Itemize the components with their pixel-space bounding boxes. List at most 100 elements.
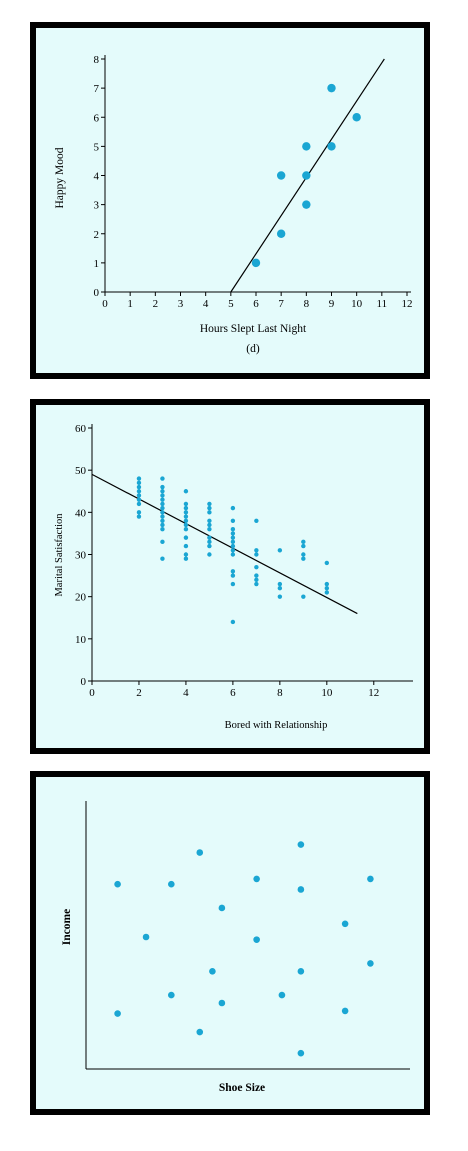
data-point (254, 564, 259, 570)
x-tick-label: 0 (89, 687, 95, 699)
x-tick-label: 6 (230, 687, 236, 699)
y-tick-label: 20 (75, 592, 87, 604)
y-tick-label: 1 (94, 258, 100, 270)
data-point (160, 539, 165, 545)
y-axis-title: Happy Mood (54, 147, 66, 208)
data-point (136, 493, 142, 498)
y-tick-label: 30 (75, 550, 87, 562)
data-point (183, 535, 189, 540)
data-point (301, 594, 306, 599)
data-point (183, 522, 189, 528)
data-point (207, 505, 212, 511)
data-point (297, 968, 305, 975)
data-point (160, 497, 165, 502)
data-point (327, 83, 336, 93)
data-point (183, 556, 189, 561)
data-point (160, 514, 165, 519)
data-point (160, 493, 165, 498)
scatter-chart-income: Shoe Size Income (61, 801, 410, 1094)
data-point (160, 501, 165, 507)
data-point (207, 510, 212, 515)
data-point (230, 543, 236, 549)
data-point (142, 933, 150, 941)
data-point (276, 229, 286, 238)
data-point (207, 552, 212, 557)
data-point (277, 594, 283, 599)
data-point (207, 518, 212, 523)
x-tick-label: 7 (278, 298, 284, 310)
data-point (230, 505, 236, 511)
data-point (352, 113, 361, 122)
y-tick-label: 2 (94, 229, 100, 241)
data-point (230, 552, 236, 557)
data-point (254, 581, 259, 587)
data-point (230, 548, 236, 553)
data-point (254, 552, 259, 557)
y-tick-label: 3 (94, 200, 100, 212)
x-tick-label: 4 (183, 687, 189, 699)
x-tick-label: 4 (203, 298, 209, 310)
x-tick-label: 12 (402, 298, 413, 310)
data-point (230, 581, 236, 587)
x-tick-label: 2 (136, 687, 142, 699)
data-point (160, 489, 165, 494)
x-tick-label: 10 (321, 687, 333, 699)
x-tick-label: 5 (228, 298, 234, 310)
data-point (183, 489, 189, 494)
data-point (254, 573, 259, 578)
data-point (253, 875, 260, 883)
scatter-chart-marital-satisfaction: Bored with Relationship Marital Satisfac… (54, 423, 413, 731)
scatter-chart-happy-mood: Hours Slept Last Night (d) Happy Mood 0 1… (54, 54, 413, 355)
data-point (230, 531, 236, 536)
data-point (136, 497, 142, 502)
y-axis-title: Income (61, 909, 73, 945)
data-point (230, 518, 236, 523)
y-tick-label: 7 (94, 83, 100, 95)
x-axis-title: Bored with Relationship (225, 720, 328, 731)
data-point (168, 880, 175, 888)
data-point (327, 142, 336, 151)
data-point (254, 577, 259, 582)
data-point (341, 1007, 349, 1015)
data-point (207, 501, 212, 507)
y-tick-label: 6 (94, 112, 100, 124)
x-tick-label: 2 (153, 298, 159, 310)
data-point (230, 569, 236, 574)
data-point (301, 543, 306, 549)
data-point (277, 581, 283, 587)
data-point (209, 968, 216, 975)
data-point (301, 556, 306, 561)
data-point (160, 522, 165, 528)
data-point (230, 527, 236, 532)
data-point (278, 991, 286, 999)
data-point (136, 476, 142, 481)
data-point (297, 886, 305, 893)
data-point (302, 142, 311, 151)
x-tick-label: 8 (277, 687, 283, 699)
x-axis-title: Shoe Size (219, 1082, 265, 1094)
data-point (207, 522, 212, 528)
data-point (160, 510, 165, 515)
data-point (160, 518, 165, 523)
data-point (218, 904, 226, 912)
data-point (367, 960, 374, 967)
data-point (341, 920, 349, 928)
y-tick-label: 10 (75, 634, 87, 646)
x-tick-label: 10 (351, 298, 363, 310)
data-point (230, 619, 236, 625)
y-axis-title: Marital Satisfaction (54, 513, 65, 597)
trend-line (91, 473, 358, 615)
data-point (302, 200, 311, 209)
data-point (136, 489, 142, 494)
data-point (196, 849, 204, 856)
data-point (183, 510, 189, 515)
data-point (183, 514, 189, 519)
data-point (160, 484, 165, 490)
data-point (183, 543, 189, 549)
data-point (324, 560, 330, 566)
data-point (136, 510, 142, 515)
data-point (183, 527, 189, 532)
x-tick-label: 8 (304, 298, 310, 310)
x-tick-label: 0 (102, 298, 108, 310)
data-point (230, 573, 236, 578)
